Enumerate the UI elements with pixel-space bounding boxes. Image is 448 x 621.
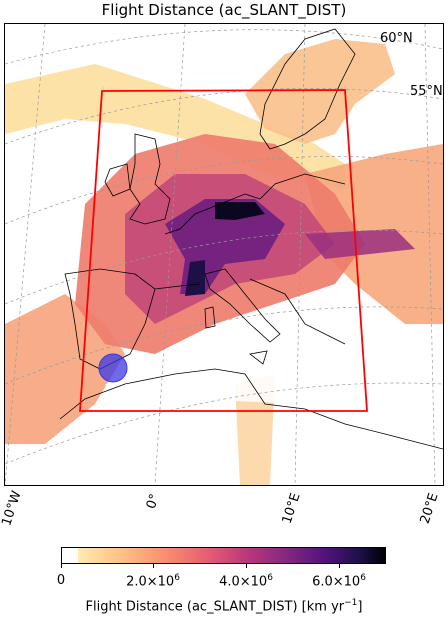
density-band-south-atlantic <box>5 294 125 444</box>
gridline-lat-50 <box>5 156 443 225</box>
domain-boundary-box <box>79 89 368 412</box>
density-east-streak <box>305 229 415 259</box>
gridline-lat-60 <box>5 29 443 65</box>
lon-label-0: 0° <box>143 492 163 511</box>
colorbar-label-6e6: 6.0×106 <box>312 573 366 590</box>
colorbar-title: Flight Distance (ac_SLANT_DIST) [km yr−1… <box>85 598 363 615</box>
lon-label-10e: 10°E <box>279 491 304 526</box>
lat-label-55n: 55°N <box>410 84 443 99</box>
map-canvas <box>5 24 443 485</box>
gridline-lon-20e <box>424 24 436 485</box>
coast-italy <box>204 268 281 343</box>
gridline-lat-45 <box>5 230 443 305</box>
flight-density-layer <box>5 39 443 485</box>
lon-label-10w: 10°W <box>0 489 25 528</box>
coast-north-africa <box>59 368 443 450</box>
colorbar-tick-6e6 <box>339 564 340 568</box>
coast-balkans <box>249 278 346 345</box>
gridline-lat-35 <box>5 382 443 465</box>
density-band-scandinavia <box>245 39 395 144</box>
gridline-lat-55 <box>5 88 443 145</box>
density-core-peak-south <box>185 260 205 296</box>
map-panel <box>4 23 444 486</box>
density-core-peak-north <box>215 202 265 220</box>
coast-scandinavia <box>259 28 356 150</box>
colorbar <box>61 547 386 564</box>
coast-ireland <box>104 163 131 197</box>
lon-label-20e: 20°E <box>417 491 442 526</box>
coast-great-britain <box>129 133 171 225</box>
colorbar-label-0: 0 <box>56 573 66 588</box>
gridline-lon-10w <box>5 24 46 485</box>
coastlines <box>59 28 443 450</box>
colorbar-label-2e6: 2.0×106 <box>126 573 180 590</box>
gridline-lat-40 <box>5 306 443 385</box>
colorbar-tick-2e6 <box>153 564 154 568</box>
gridline-lon-0 <box>154 24 186 485</box>
map-title: Flight Distance (ac_SLANT_DIST) <box>101 1 347 19</box>
coast-continent-west <box>164 173 346 235</box>
coast-france-med <box>154 283 201 290</box>
coast-iberia <box>64 268 156 370</box>
density-gap-north-africa <box>105 359 365 409</box>
colorbar-label-4e6: 4.0×106 <box>219 573 273 590</box>
colorbar-tick-4e6 <box>246 564 247 568</box>
colorbar-tick-0 <box>61 564 62 568</box>
coast-sardinia <box>204 306 216 329</box>
coast-sicily <box>249 350 268 365</box>
lat-label-60n: 60°N <box>380 31 413 46</box>
location-marker <box>98 353 128 383</box>
